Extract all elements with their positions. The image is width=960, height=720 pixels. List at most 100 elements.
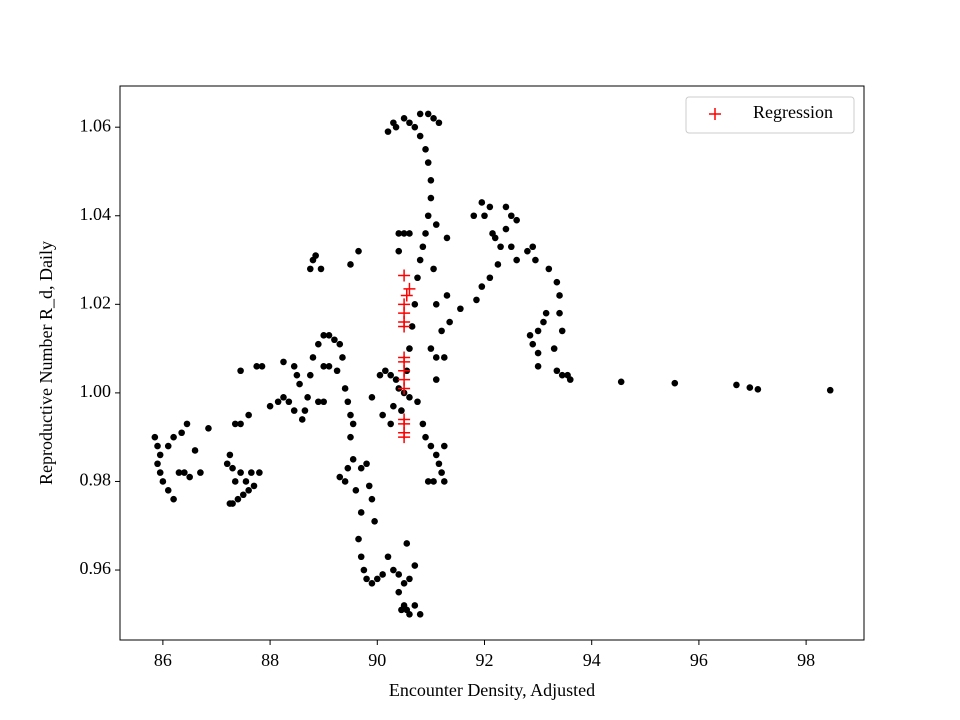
data-point: [440, 354, 448, 361]
data-point: [427, 194, 435, 202]
data-point: [733, 381, 740, 389]
data-point: [427, 442, 435, 450]
y-tick-label: 1.02: [80, 292, 112, 312]
data-point: [258, 363, 266, 370]
data-point: [280, 394, 287, 401]
data-point: [357, 464, 365, 472]
data-point: [234, 495, 242, 503]
data-point: [416, 110, 424, 118]
data-point: [355, 247, 362, 255]
data-point: [424, 478, 432, 485]
data-point: [223, 460, 231, 468]
data-point: [432, 221, 440, 228]
data-point: [226, 451, 234, 459]
data-point: [164, 487, 172, 494]
data-point: [290, 407, 298, 414]
data-point: [400, 580, 408, 587]
data-point: [457, 305, 464, 313]
data-point: [317, 265, 325, 273]
data-point: [382, 367, 389, 375]
data-point: [443, 292, 451, 299]
data-point: [387, 420, 394, 428]
data-point: [411, 123, 419, 131]
data-point: [534, 327, 542, 335]
data-point: [430, 115, 437, 122]
data-point: [564, 371, 571, 379]
data-point: [390, 566, 397, 574]
y-tick-label: 0.96: [80, 558, 112, 578]
data-point: [473, 296, 480, 304]
y-tick-label: 0.98: [80, 470, 112, 490]
data-point: [406, 230, 413, 237]
data-point: [406, 611, 413, 618]
data-point: [671, 379, 679, 387]
regression-point: [398, 431, 411, 444]
data-point: [245, 411, 252, 419]
data-point: [384, 128, 392, 135]
data-point: [422, 433, 429, 441]
data-point: [400, 230, 408, 237]
data-point: [339, 354, 346, 361]
data-point: [197, 469, 204, 476]
data-point: [406, 575, 413, 583]
regression-point: [398, 269, 411, 282]
data-point: [524, 247, 531, 255]
data-point: [486, 203, 494, 211]
data-point: [392, 376, 400, 383]
data-point: [245, 487, 252, 494]
data-point: [248, 469, 255, 476]
legend-marker: [709, 108, 721, 120]
data-point: [424, 212, 432, 220]
y-axis-label: Reproductive Number R_d, Daily: [36, 241, 56, 485]
data-point: [424, 159, 432, 166]
data-point: [387, 371, 394, 379]
data-point: [558, 327, 566, 335]
data-point: [513, 256, 520, 264]
data-point: [178, 429, 185, 437]
data-point: [411, 602, 419, 609]
data-point: [293, 371, 301, 379]
data-point: [341, 385, 349, 392]
data-point: [347, 411, 354, 419]
data-point: [156, 469, 164, 476]
data-point: [558, 371, 566, 379]
data-point: [432, 376, 440, 383]
data-point: [497, 243, 504, 251]
data-point: [502, 225, 510, 233]
y-tick-label: 1.00: [80, 381, 112, 401]
data-point: [440, 442, 448, 450]
data-point: [336, 340, 344, 348]
data-point: [274, 398, 282, 406]
data-point: [352, 487, 360, 494]
data-point: [502, 203, 510, 211]
data-point: [419, 420, 427, 428]
data-point: [411, 301, 419, 308]
data-point: [229, 500, 236, 507]
data-point: [371, 518, 378, 525]
data-point: [290, 363, 298, 370]
data-point: [438, 469, 445, 476]
data-point: [368, 495, 376, 503]
data-point: [373, 575, 381, 583]
data-point: [205, 425, 212, 432]
data-point: [494, 261, 502, 268]
data-point: [285, 398, 293, 406]
regression-point: [400, 289, 413, 302]
data-point: [306, 265, 314, 273]
data-point: [304, 394, 311, 401]
data-point: [529, 243, 537, 251]
data-point: [312, 252, 319, 259]
data-point: [470, 212, 478, 220]
data-point: [432, 301, 440, 308]
data-point: [746, 384, 754, 391]
data-point: [191, 447, 199, 454]
data-point: [320, 363, 327, 370]
data-point: [357, 553, 365, 561]
data-point: [424, 110, 432, 118]
data-point: [532, 256, 539, 264]
data-point: [550, 345, 558, 352]
data-point: [556, 309, 563, 317]
data-point: [400, 115, 408, 122]
plot-frame: [119, 85, 865, 641]
